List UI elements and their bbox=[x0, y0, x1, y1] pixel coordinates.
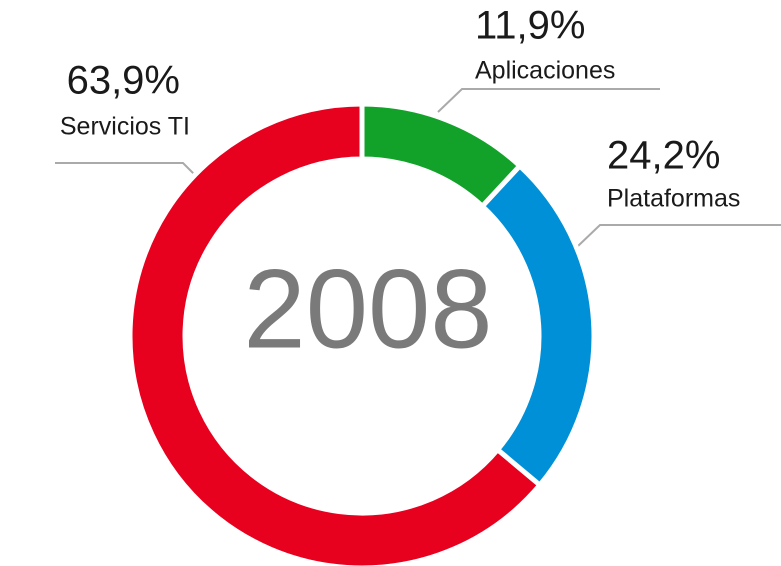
category-label: Aplicaciones bbox=[475, 57, 615, 85]
leader-line bbox=[437, 88, 660, 113]
donut-segment bbox=[127, 101, 544, 566]
leader-line bbox=[577, 224, 781, 247]
value-label: 24,2% bbox=[607, 134, 720, 178]
donut-segment bbox=[478, 162, 597, 489]
value-label: 63,9% bbox=[67, 59, 180, 103]
category-label: Servicios TI bbox=[60, 113, 190, 141]
donut-segment bbox=[359, 101, 524, 210]
center-label: 2008 bbox=[243, 247, 492, 372]
leader-line bbox=[55, 162, 201, 181]
value-label: 11,9% bbox=[475, 4, 585, 48]
category-label: Plataformas bbox=[607, 185, 740, 213]
